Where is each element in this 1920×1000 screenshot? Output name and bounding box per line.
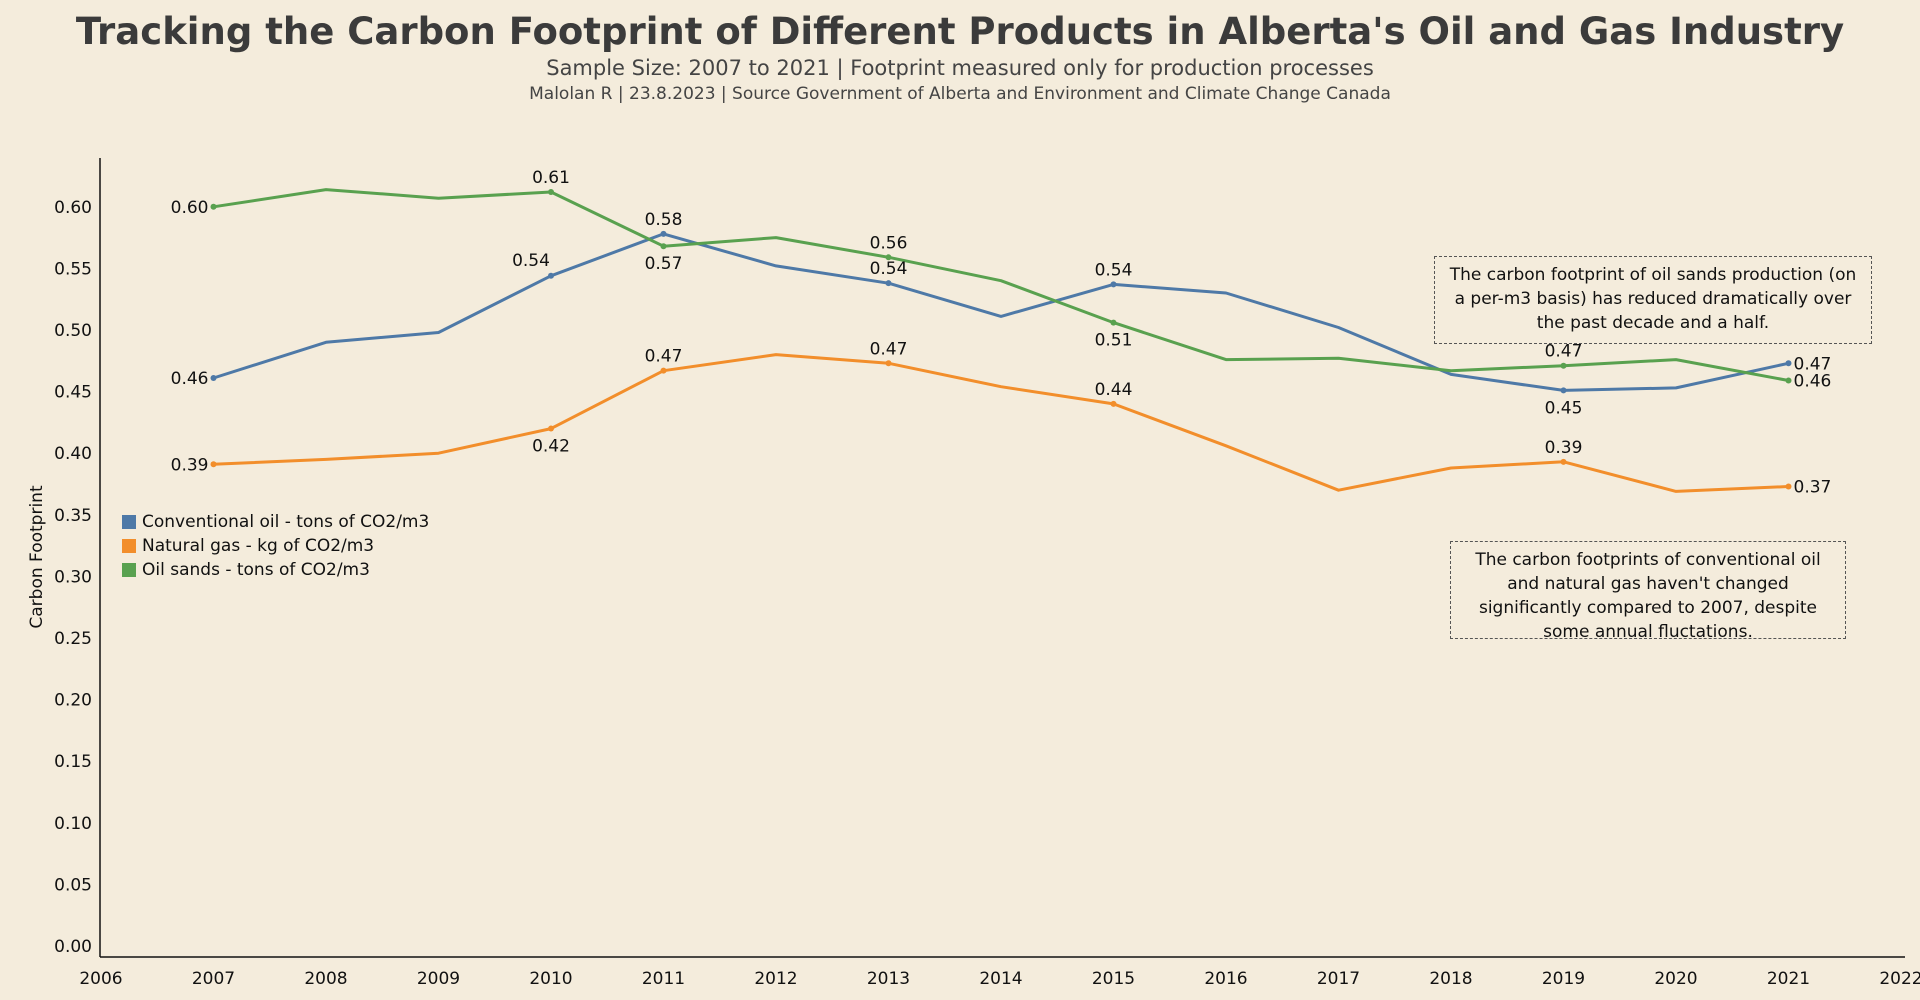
x-tick-label: 2014 (979, 969, 1022, 989)
data-point (210, 375, 217, 382)
x-tick-label: 2008 (304, 969, 347, 989)
data-label: 0.45 (1545, 398, 1583, 418)
legend-item: Conventional oil - tons of CO2/m3 (122, 510, 429, 534)
data-point (1110, 319, 1117, 326)
y-tick-label: 0.00 (54, 937, 92, 957)
data-point (1110, 400, 1117, 407)
data-point (548, 189, 554, 196)
series-layer (213, 188, 1789, 493)
data-label: 0.60 (171, 198, 209, 218)
data-label: 0.58 (645, 210, 683, 230)
x-tick-label: 2021 (1767, 969, 1810, 989)
y-tick-label: 0.50 (54, 321, 92, 341)
y-tick-label: 0.15 (54, 752, 92, 772)
data-point (548, 272, 554, 279)
data-point (660, 367, 667, 374)
y-tick-label: 0.20 (54, 691, 92, 711)
data-point (660, 243, 667, 250)
data-label: 0.47 (645, 347, 683, 367)
data-label: 0.54 (1095, 260, 1133, 280)
annotation-conventional-gas: The carbon footprints of conventional oi… (1450, 541, 1846, 642)
data-point (210, 461, 217, 468)
y-tick-label: 0.25 (54, 629, 92, 649)
series-line-0 (213, 232, 1789, 392)
data-point (210, 203, 217, 210)
legend-swatch (122, 563, 136, 577)
x-tick-label: 2007 (192, 969, 235, 989)
y-tick-label: 0.40 (54, 444, 92, 464)
y-tick-label: 0.60 (54, 198, 92, 218)
legend-label: Conventional oil - tons of CO2/m3 (142, 512, 430, 532)
data-label: 0.47 (1794, 354, 1832, 374)
data-point (885, 360, 892, 367)
data-point (1560, 387, 1567, 394)
data-point (1560, 458, 1567, 465)
legend-swatch (122, 515, 136, 529)
x-tick-label: 2013 (867, 969, 910, 989)
data-label: 0.47 (1545, 342, 1583, 362)
y-tick-label: 0.55 (54, 259, 92, 279)
x-tick-label: 2009 (417, 969, 460, 989)
data-point (660, 230, 667, 237)
x-tick-label: 2018 (1429, 969, 1472, 989)
chart-subtitle: Sample Size: 2007 to 2021 | Footprint me… (546, 56, 1374, 80)
y-tick-label: 0.10 (54, 814, 92, 834)
x-tick-label: 2016 (1204, 969, 1247, 989)
data-label: 0.61 (532, 168, 570, 188)
data-point (1785, 483, 1792, 490)
chart-axes: 0.00 0.05 0.10 0.15 0.20 0.25 0.30 0.35 0.40 0.45… (27, 158, 1920, 989)
legend-label: Oil sands - tons of CO2/m3 (142, 560, 370, 580)
x-tick-label: 2022 (1879, 969, 1920, 989)
y-tick-label: 0.45 (54, 383, 92, 403)
data-label: 0.42 (532, 437, 570, 457)
data-label: 0.54 (870, 259, 908, 279)
data-label: 0.54 (512, 251, 550, 271)
data-point (1785, 360, 1792, 367)
x-tick-label: 2020 (1654, 969, 1697, 989)
data-point (1560, 362, 1567, 369)
data-label: 0.39 (1545, 438, 1583, 458)
chart-title: Tracking the Carbon Footprint of Differe… (75, 10, 1845, 53)
data-point (885, 280, 892, 287)
data-point (548, 425, 554, 432)
series-line-2 (213, 188, 1789, 382)
series-line-1 (213, 353, 1789, 493)
annotation-oil-sands: The carbon footprint of oil sands produc… (1434, 256, 1872, 344)
chart-byline: Malolan R | 23.8.2023 | Source Governmen… (529, 84, 1391, 104)
y-tick-label: 0.30 (54, 567, 92, 587)
x-tick-label: 2017 (1317, 969, 1360, 989)
data-label: 0.39 (171, 455, 209, 475)
chart-legend: Conventional oil - tons of CO2/m3 Natural… (122, 510, 429, 582)
legend-swatch (122, 539, 136, 553)
x-tick-label: 2011 (642, 969, 685, 989)
data-point (885, 254, 892, 261)
y-axis-title: Carbon Footprint (27, 485, 47, 629)
data-point (1785, 377, 1792, 384)
x-tick-label: 2010 (529, 969, 572, 989)
data-label: 0.56 (870, 233, 908, 253)
data-label: 0.46 (171, 369, 209, 389)
y-tick-label: 0.35 (54, 506, 92, 526)
data-label: 0.51 (1095, 331, 1133, 351)
data-label: 0.57 (645, 254, 683, 274)
data-label: 0.46 (1794, 372, 1832, 392)
legend-label: Natural gas - kg of CO2/m3 (142, 536, 375, 556)
legend-item: Oil sands - tons of CO2/m3 (122, 558, 429, 582)
data-label: 0.37 (1794, 477, 1832, 497)
legend-item: Natural gas - kg of CO2/m3 (122, 534, 429, 558)
data-labels-layer: 0.46 0.54 0.58 0.54 0.54 0.45 0.47 0.39 0.42 0.47… (171, 168, 1832, 497)
x-tick-label: 2006 (79, 969, 122, 989)
x-tick-label: 2012 (754, 969, 797, 989)
data-label: 0.44 (1095, 380, 1133, 400)
x-tick-label: 2019 (1542, 969, 1585, 989)
data-point (1110, 281, 1117, 288)
y-tick-label: 0.05 (54, 875, 92, 895)
x-tick-label: 2015 (1092, 969, 1135, 989)
data-label: 0.47 (870, 339, 908, 359)
